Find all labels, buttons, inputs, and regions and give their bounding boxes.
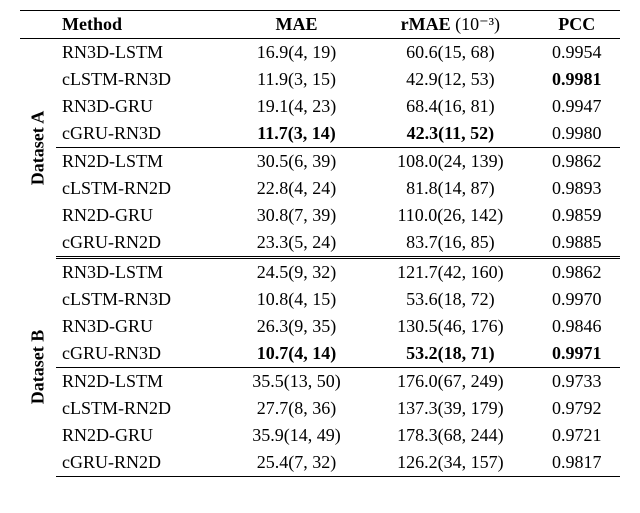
- cell-rmae: 108.0(24, 139): [367, 148, 533, 176]
- cell-method: RN3D-LSTM: [56, 39, 226, 67]
- cell-rmae: 110.0(26, 142): [367, 202, 533, 229]
- table-row: cGRU-RN3D11.7(3, 14)42.3(11, 52)0.9980: [20, 120, 620, 148]
- cell-rmae: 81.8(14, 87): [367, 175, 533, 202]
- cell-mae: 24.5(9, 32): [226, 258, 367, 287]
- table-row: Dataset BRN3D-LSTM24.5(9, 32)121.7(42, 1…: [20, 258, 620, 287]
- cell-mae: 25.4(7, 32): [226, 449, 367, 477]
- table-row: cGRU-RN2D25.4(7, 32)126.2(34, 157)0.9817: [20, 449, 620, 477]
- cell-mae: 23.3(5, 24): [226, 229, 367, 258]
- cell-pcc: 0.9862: [534, 148, 620, 176]
- table-row: RN2D-LSTM35.5(13, 50)176.0(67, 249)0.973…: [20, 368, 620, 396]
- cell-pcc: 0.9980: [534, 120, 620, 148]
- cell-method: cGRU-RN3D: [56, 120, 226, 148]
- dataset-label-text: Dataset B: [28, 330, 49, 405]
- cell-rmae: 53.2(18, 71): [367, 340, 533, 368]
- cell-method: cGRU-RN3D: [56, 340, 226, 368]
- cell-mae: 22.8(4, 24): [226, 175, 367, 202]
- dataset-label-text: Dataset A: [28, 111, 49, 186]
- rmae-label: rMAE: [401, 14, 451, 34]
- col-rmae: rMAE (10⁻³): [367, 11, 533, 39]
- col-method: Method: [56, 11, 226, 39]
- cell-method: RN3D-LSTM: [56, 258, 226, 287]
- cell-rmae: 83.7(16, 85): [367, 229, 533, 258]
- cell-mae: 26.3(9, 35): [226, 313, 367, 340]
- cell-pcc: 0.9954: [534, 39, 620, 67]
- table-row: RN2D-LSTM30.5(6, 39)108.0(24, 139)0.9862: [20, 148, 620, 176]
- dataset-label: Dataset A: [20, 39, 56, 258]
- cell-mae: 27.7(8, 36): [226, 395, 367, 422]
- table-row: RN2D-GRU30.8(7, 39)110.0(26, 142)0.9859: [20, 202, 620, 229]
- table-row: cGRU-RN3D10.7(4, 14)53.2(18, 71)0.9971: [20, 340, 620, 368]
- cell-rmae: 121.7(42, 160): [367, 258, 533, 287]
- cell-rmae: 42.9(12, 53): [367, 66, 533, 93]
- cell-pcc: 0.9970: [534, 286, 620, 313]
- table-row: RN3D-GRU26.3(9, 35)130.5(46, 176)0.9846: [20, 313, 620, 340]
- cell-method: RN3D-GRU: [56, 93, 226, 120]
- cell-pcc: 0.9817: [534, 449, 620, 477]
- cell-pcc: 0.9893: [534, 175, 620, 202]
- cell-rmae: 178.3(68, 244): [367, 422, 533, 449]
- table-row: RN2D-GRU35.9(14, 49)178.3(68, 244)0.9721: [20, 422, 620, 449]
- cell-pcc: 0.9846: [534, 313, 620, 340]
- cell-method: cLSTM-RN2D: [56, 175, 226, 202]
- cell-method: RN2D-LSTM: [56, 148, 226, 176]
- cell-rmae: 68.4(16, 81): [367, 93, 533, 120]
- cell-pcc: 0.9947: [534, 93, 620, 120]
- cell-rmae: 130.5(46, 176): [367, 313, 533, 340]
- cell-mae: 10.8(4, 15): [226, 286, 367, 313]
- cell-mae: 11.9(3, 15): [226, 66, 367, 93]
- cell-mae: 10.7(4, 14): [226, 340, 367, 368]
- table-row: cLSTM-RN3D10.8(4, 15)53.6(18, 72)0.9970: [20, 286, 620, 313]
- cell-rmae: 53.6(18, 72): [367, 286, 533, 313]
- table-row: cLSTM-RN2D27.7(8, 36)137.3(39, 179)0.979…: [20, 395, 620, 422]
- cell-pcc: 0.9971: [534, 340, 620, 368]
- cell-pcc: 0.9792: [534, 395, 620, 422]
- results-table: Method MAE rMAE (10⁻³) PCC Dataset ARN3D…: [20, 10, 620, 477]
- table-row: cGRU-RN2D23.3(5, 24)83.7(16, 85)0.9885: [20, 229, 620, 258]
- cell-mae: 11.7(3, 14): [226, 120, 367, 148]
- cell-method: cGRU-RN2D: [56, 449, 226, 477]
- cell-rmae: 60.6(15, 68): [367, 39, 533, 67]
- cell-method: cLSTM-RN3D: [56, 66, 226, 93]
- cell-mae: 35.5(13, 50): [226, 368, 367, 396]
- table-row: cLSTM-RN3D11.9(3, 15)42.9(12, 53)0.9981: [20, 66, 620, 93]
- cell-rmae: 137.3(39, 179): [367, 395, 533, 422]
- cell-rmae: 126.2(34, 157): [367, 449, 533, 477]
- cell-method: RN2D-GRU: [56, 422, 226, 449]
- cell-method: RN2D-GRU: [56, 202, 226, 229]
- cell-pcc: 0.9862: [534, 258, 620, 287]
- cell-mae: 19.1(4, 23): [226, 93, 367, 120]
- cell-pcc: 0.9733: [534, 368, 620, 396]
- cell-mae: 30.5(6, 39): [226, 148, 367, 176]
- header-row: Method MAE rMAE (10⁻³) PCC: [20, 11, 620, 39]
- cell-mae: 30.8(7, 39): [226, 202, 367, 229]
- cell-mae: 35.9(14, 49): [226, 422, 367, 449]
- col-mae: MAE: [226, 11, 367, 39]
- cell-pcc: 0.9885: [534, 229, 620, 258]
- cell-pcc: 0.9859: [534, 202, 620, 229]
- dataset-label: Dataset B: [20, 258, 56, 477]
- cell-pcc: 0.9981: [534, 66, 620, 93]
- cell-rmae: 42.3(11, 52): [367, 120, 533, 148]
- header-spacer: [20, 11, 56, 39]
- cell-method: RN2D-LSTM: [56, 368, 226, 396]
- cell-method: cLSTM-RN3D: [56, 286, 226, 313]
- table-row: cLSTM-RN2D22.8(4, 24)81.8(14, 87)0.9893: [20, 175, 620, 202]
- table-row: RN3D-GRU19.1(4, 23)68.4(16, 81)0.9947: [20, 93, 620, 120]
- cell-rmae: 176.0(67, 249): [367, 368, 533, 396]
- col-pcc: PCC: [534, 11, 620, 39]
- cell-method: cLSTM-RN2D: [56, 395, 226, 422]
- rmae-exp: (10⁻³): [455, 14, 500, 34]
- cell-mae: 16.9(4, 19): [226, 39, 367, 67]
- cell-pcc: 0.9721: [534, 422, 620, 449]
- table-row: Dataset ARN3D-LSTM16.9(4, 19)60.6(15, 68…: [20, 39, 620, 67]
- cell-method: cGRU-RN2D: [56, 229, 226, 258]
- cell-method: RN3D-GRU: [56, 313, 226, 340]
